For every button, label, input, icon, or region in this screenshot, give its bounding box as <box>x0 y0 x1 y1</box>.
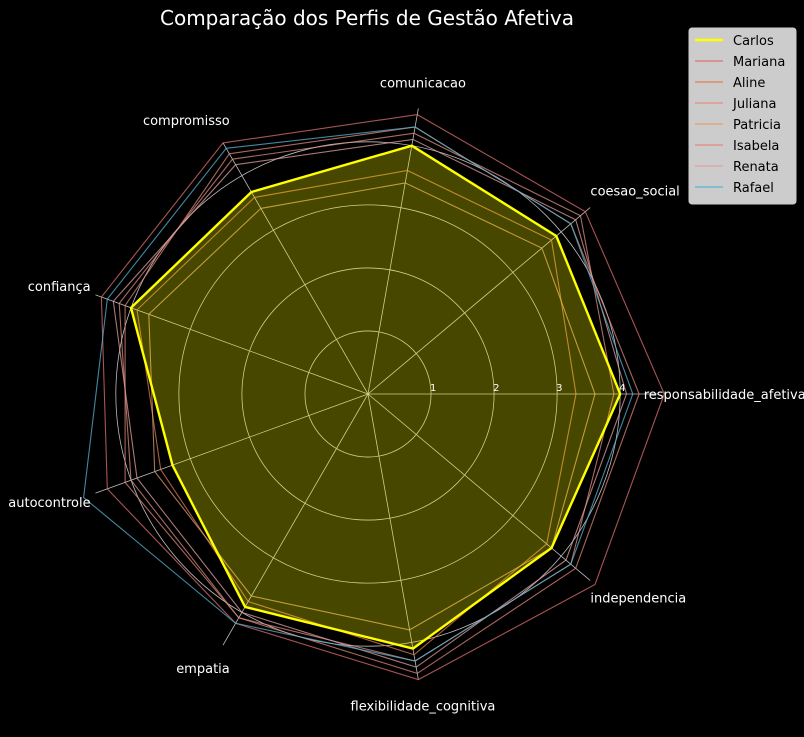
legend-label-carlos: Carlos <box>733 34 774 49</box>
legend-label-mariana: Mariana <box>733 55 785 70</box>
spoke-flexibilidade_cognitiva <box>367 393 419 680</box>
radar-series <box>83 114 665 681</box>
spoke-comunicacao <box>367 108 419 395</box>
series-patricia-line <box>148 182 596 631</box>
axis-label-coesao_social: coesao_social <box>590 185 679 200</box>
spoke-coesao_social <box>367 207 591 395</box>
spoke-independencia <box>367 393 591 581</box>
axis-label-responsabilidade_afetiva: responsabilidade_afetiva <box>644 388 804 403</box>
axis-label-compromisso: compromisso <box>143 114 230 129</box>
legend-label-patricia: Patricia <box>733 118 781 133</box>
series-mariana-line <box>100 114 665 681</box>
legend-box <box>688 27 797 205</box>
legend-label-aline: Aline <box>733 76 765 91</box>
legend: Carlos Mariana Aline Juliana Patricia Isabela… <box>688 27 797 205</box>
legend-label-renata: Renata <box>733 160 779 175</box>
tick-label-3: 3 <box>556 383 562 394</box>
legend-label-juliana: Juliana <box>732 97 776 112</box>
series-carlos-area <box>129 144 622 650</box>
legend-label-isabela: Isabela <box>733 139 779 154</box>
radar-labels: 1 2 3 4 responsabilidade_afetiva coesao_socia… <box>8 76 804 714</box>
chart-title: Comparação dos Perfis de Gestão Afetiva <box>160 6 574 30</box>
spoke-autocontrole <box>95 393 369 494</box>
tick-label-1: 1 <box>430 383 436 394</box>
axis-label-flexibilidade_cognitiva: flexibilidade_cognitiva <box>351 700 496 715</box>
axis-label-confiança: confiança <box>28 280 91 295</box>
axis-label-independencia: independencia <box>590 591 686 606</box>
legend-label-rafael: Rafael <box>733 181 774 196</box>
tick-label-2: 2 <box>493 383 499 394</box>
spoke-empatia <box>222 393 369 646</box>
spoke-confiança <box>95 294 369 395</box>
axis-label-comunicacao: comunicacao <box>380 76 466 91</box>
tick-label-4: 4 <box>619 383 625 394</box>
axis-label-autocontrole: autocontrole <box>8 496 90 511</box>
spoke-compromisso <box>222 142 369 395</box>
series-rafael-line <box>83 126 634 662</box>
axis-label-empatia: empatia <box>176 662 230 677</box>
